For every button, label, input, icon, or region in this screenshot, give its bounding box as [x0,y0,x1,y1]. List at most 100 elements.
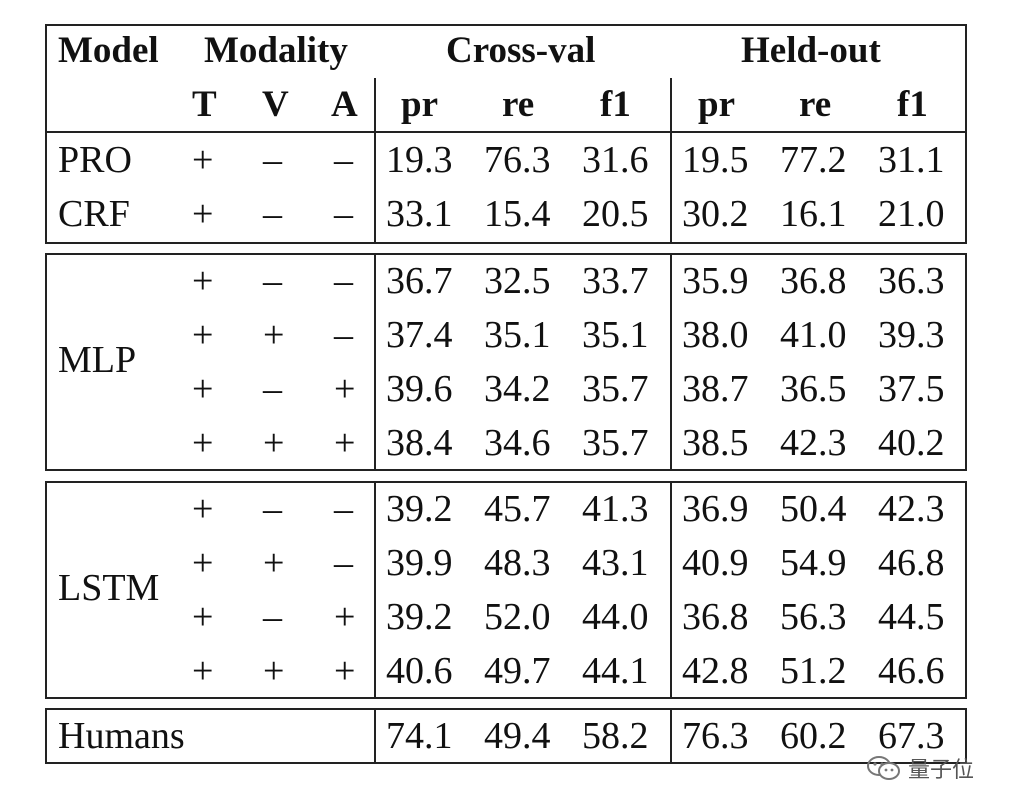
modality-v-cell: – [263,193,282,235]
header-cv-pr: pr [401,84,438,125]
cross-val-f1-cell: 35.7 [582,368,649,410]
modality-v-cell: + [263,422,285,464]
cross-val-pr-cell: 40.6 [386,650,453,692]
cross-val-f1-cell: 20.5 [582,193,649,235]
header-a: A [331,84,358,125]
held-out-pr-cell: 36.9 [682,488,749,530]
rule [670,253,672,471]
cross-val-pr-cell: 39.2 [386,596,453,638]
modality-t-cell: + [192,139,214,181]
held-out-f1-cell: 44.5 [878,596,945,638]
held-out-re-cell: 36.8 [780,260,847,302]
rule [670,708,672,764]
cross-val-re-cell: 76.3 [484,139,551,181]
model-label-mlp: MLP [58,339,137,381]
modality-t-cell: + [192,650,214,692]
header-cv-re: re [502,84,535,125]
header-model: Model [58,30,159,71]
modality-v-cell: – [263,368,282,410]
rule [670,78,672,244]
held-out-re-cell: 42.3 [780,422,847,464]
modality-v-cell: – [263,596,282,638]
rule [45,762,967,764]
modality-a-cell: – [334,193,353,235]
rule [965,253,967,471]
model-label-lstm: LSTM [58,567,160,609]
held-out-re-cell: 60.2 [780,715,847,757]
watermark: 量子位 [866,752,974,784]
cross-val-re-cell: 49.7 [484,650,551,692]
modality-a-cell: – [334,139,353,181]
rule [374,78,376,244]
modality-t-cell: + [192,368,214,410]
rule [374,481,376,699]
rule [45,708,47,764]
modality-v-cell: – [263,488,282,530]
rule [965,24,967,244]
rule [45,697,967,699]
watermark-text: 量子位 [908,758,975,783]
modality-a-cell: + [334,368,356,410]
cross-val-pr-cell: 19.3 [386,139,453,181]
modality-t-cell: + [192,314,214,356]
cross-val-pr-cell: 33.1 [386,193,453,235]
held-out-f1-cell: 36.3 [878,260,945,302]
cross-val-f1-cell: 43.1 [582,542,649,584]
rule [45,481,967,483]
cross-val-re-cell: 52.0 [484,596,551,638]
header-modality: Modality [204,30,348,71]
held-out-pr-cell: 38.7 [682,368,749,410]
rule [965,481,967,699]
modality-v-cell: + [263,650,285,692]
modality-v-cell: + [263,314,285,356]
rule [45,708,967,710]
rule [45,253,967,255]
held-out-f1-cell: 46.6 [878,650,945,692]
model-label: Humans [58,715,185,757]
held-out-pr-cell: 30.2 [682,193,749,235]
cross-val-re-cell: 34.2 [484,368,551,410]
cross-val-f1-cell: 44.0 [582,596,649,638]
cross-val-re-cell: 35.1 [484,314,551,356]
modality-t-cell: + [192,260,214,302]
held-out-f1-cell: 42.3 [878,488,945,530]
cross-val-re-cell: 15.4 [484,193,551,235]
header-ho-re: re [799,84,832,125]
held-out-f1-cell: 37.5 [878,368,945,410]
held-out-f1-cell: 40.2 [878,422,945,464]
header-ho-f1: f1 [897,84,928,125]
modality-t-cell: + [192,542,214,584]
cross-val-pr-cell: 39.2 [386,488,453,530]
held-out-re-cell: 77.2 [780,139,847,181]
modality-t-cell: + [192,488,214,530]
rule [965,708,967,764]
rule [670,481,672,699]
model-label: CRF [58,193,130,235]
cross-val-f1-cell: 41.3 [582,488,649,530]
held-out-f1-cell: 46.8 [878,542,945,584]
header-ho-pr: pr [698,84,735,125]
held-out-f1-cell: 67.3 [878,715,945,757]
held-out-re-cell: 54.9 [780,542,847,584]
held-out-pr-cell: 40.9 [682,542,749,584]
cross-val-pr-cell: 39.6 [386,368,453,410]
held-out-pr-cell: 19.5 [682,139,749,181]
held-out-pr-cell: 35.9 [682,260,749,302]
rule [374,708,376,764]
held-out-re-cell: 16.1 [780,193,847,235]
header-v: V [262,84,289,125]
cross-val-re-cell: 45.7 [484,488,551,530]
held-out-re-cell: 51.2 [780,650,847,692]
cross-val-pr-cell: 38.4 [386,422,453,464]
modality-t-cell: + [192,596,214,638]
header-held-out: Held-out [741,30,881,71]
cross-val-f1-cell: 35.7 [582,422,649,464]
modality-a-cell: + [334,650,356,692]
rule [374,253,376,471]
modality-a-cell: – [334,260,353,302]
cross-val-pr-cell: 74.1 [386,715,453,757]
held-out-re-cell: 56.3 [780,596,847,638]
header-cv-f1: f1 [600,84,631,125]
cross-val-f1-cell: 31.6 [582,139,649,181]
cross-val-re-cell: 32.5 [484,260,551,302]
